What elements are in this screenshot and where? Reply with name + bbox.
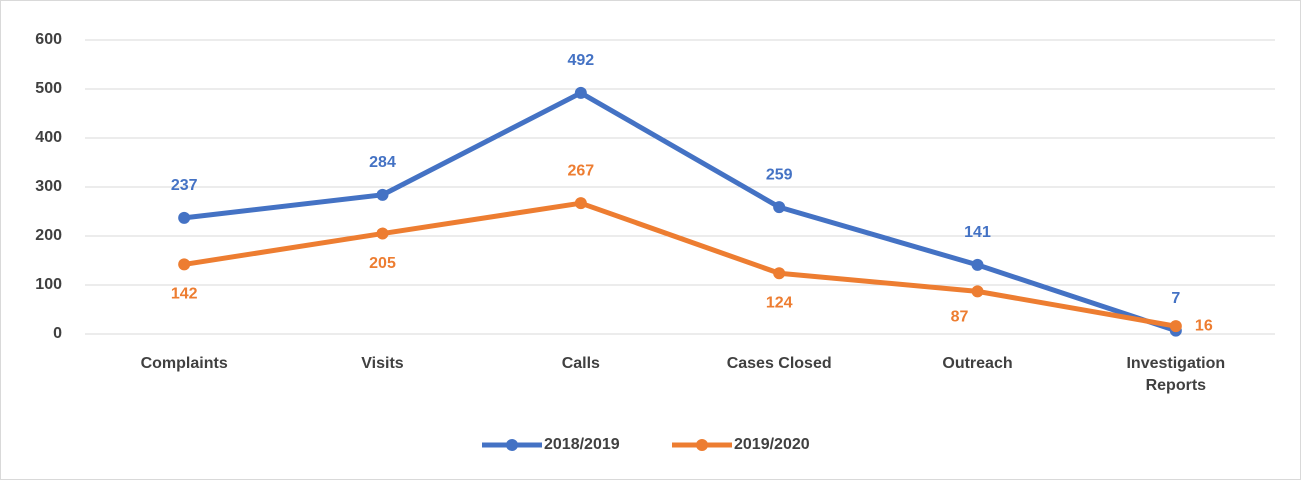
data-label: 7 [1171, 290, 1180, 307]
y-tick-label: 100 [35, 276, 62, 293]
y-tick-label: 200 [35, 227, 62, 244]
legend-marker [696, 439, 708, 451]
legend-label: 2019/2020 [734, 436, 810, 453]
data-point [971, 258, 984, 271]
x-tick-label: Outreach [942, 355, 1013, 372]
data-label: 492 [567, 52, 594, 69]
data-label: 124 [766, 294, 793, 311]
x-tick-label: Visits [361, 355, 404, 372]
data-point [574, 197, 587, 210]
data-point [1169, 320, 1182, 333]
legend-marker [506, 439, 518, 451]
data-label: 267 [567, 162, 594, 179]
data-label: 87 [951, 309, 969, 326]
data-label: 237 [171, 177, 198, 194]
data-label: 259 [766, 166, 793, 183]
data-point [376, 188, 389, 201]
data-point [773, 267, 786, 280]
data-label: 205 [369, 255, 396, 272]
series-line [183, 200, 1177, 329]
data-point [773, 201, 786, 214]
data-point [178, 211, 191, 224]
x-tick-label: Investigation Reports [1126, 355, 1226, 394]
legend-label: 2018/2019 [544, 436, 620, 453]
data-label: 141 [964, 224, 991, 241]
series-line [183, 90, 1177, 333]
data-point [178, 258, 191, 271]
data-label: 284 [369, 154, 396, 171]
y-tick-label: 300 [35, 178, 62, 195]
x-tick-label: Complaints [140, 355, 228, 372]
x-tick-label: Calls [561, 355, 600, 372]
data-label: 142 [171, 286, 198, 303]
data-point [574, 86, 587, 99]
y-tick-label: 500 [35, 80, 62, 97]
data-label: 16 [1195, 317, 1213, 334]
data-point [971, 285, 984, 298]
y-tick-label: 400 [35, 129, 62, 146]
y-tick-label: 600 [35, 31, 62, 48]
x-tick-label: Cases Closed [726, 355, 832, 372]
data-point [376, 227, 389, 240]
y-tick-label: 0 [53, 325, 62, 342]
